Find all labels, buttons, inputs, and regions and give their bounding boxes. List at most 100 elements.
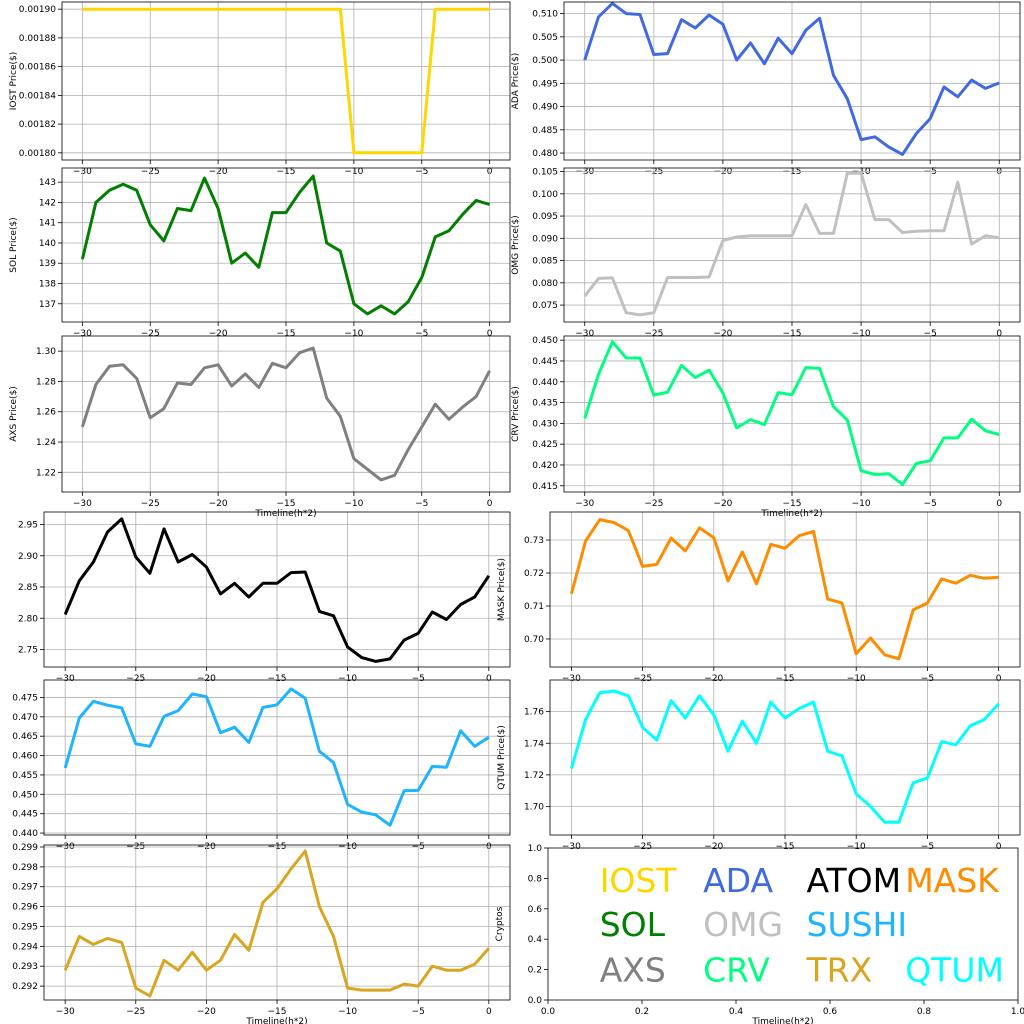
y-tick-label: 0.445: [12, 810, 38, 820]
y-axis-label: ADA Price($): [511, 53, 521, 110]
x-tick-label: −10: [344, 329, 363, 339]
x-axis-label: Timeline(h*2): [245, 1017, 307, 1024]
y-tick-label: 0.296: [12, 903, 38, 913]
legend-label-axs: AXS: [600, 951, 666, 990]
y-tick-label: 0.71: [524, 602, 544, 612]
x-tick-label: 0: [487, 329, 493, 339]
x-axis-label: Timeline(h*2): [760, 509, 822, 519]
x-tick-label: 0: [486, 1007, 492, 1017]
x-tick-label: −20: [209, 329, 228, 339]
x-tick-label: 1.0: [1011, 1007, 1024, 1017]
y-tick-label: 0.294: [12, 942, 38, 952]
y-tick-label: 143: [39, 178, 56, 188]
x-axis-label: Timeline(h*2): [254, 509, 316, 519]
legend-subplot: 0.0 0.2 0.4 0.6 0.8 1.0 0.0 0.2 0.4 0.6 0.8 1.0 IOST…: [495, 844, 1024, 1024]
x-tick-label: −30: [73, 329, 92, 339]
y-tick-label: 2.80: [18, 614, 38, 624]
y-tick-label: 0.450: [12, 790, 38, 800]
y-tick-label: 141: [39, 219, 56, 229]
legend-label-trx: TRX: [806, 951, 873, 990]
trx-subplot: −30 −25 −20 −15 −10 −5 0 0.292 0.293 0.294 0.295 0.…: [0, 843, 511, 1024]
y-axis-label: QTUM Price($): [497, 725, 507, 790]
y-tick-label: 2.85: [18, 583, 38, 593]
y-tick-label: 0.00184: [19, 91, 56, 101]
x-tick-label: −30: [56, 1007, 75, 1017]
omg-subplot: −30 −25 −20 −15 −10 −5 0 0.075 0.080 0.085 0.090 0.…: [511, 168, 1021, 339]
y-tick-label: 138: [39, 280, 56, 290]
y-tick-label: 0.510: [532, 10, 558, 20]
y-tick-label: 0.495: [532, 79, 558, 89]
axes-frame: [43, 679, 511, 836]
axes-frame: [61, 335, 511, 493]
x-tick-label: −5: [415, 329, 428, 339]
y-tick-label: 1.74: [524, 739, 544, 749]
axes-frame: [563, 335, 1021, 493]
ada-subplot: −30−25−20−15−10−500.4800.4850.4900.4950.…: [511, 1, 1021, 177]
y-tick-label: 1.0: [528, 844, 543, 854]
x-tick-label: 0: [996, 842, 1002, 852]
y-tick-label: 1.28: [36, 377, 56, 387]
x-tick-label: −15: [277, 329, 296, 339]
crv-price-line: [583, 340, 1000, 486]
legend-label-sol: SOL: [600, 905, 666, 944]
y-tick-label: 1.72: [524, 771, 544, 781]
y-axis-label: AXS Price($): [9, 386, 19, 442]
y-tick-label: 0.295: [12, 922, 38, 932]
y-tick-label: 1.26: [36, 408, 56, 418]
legend-label-sushi: SUSHI: [807, 905, 908, 944]
legend-label-crv: CRV: [703, 951, 770, 990]
axs-subplot: −30 −25 −20 −15 −10 −5 0 1.22 1.24 1.26 1.28 1.30 AX…: [9, 335, 511, 519]
y-tick-label: 0.460: [12, 752, 38, 762]
x-tick-label: −25: [633, 674, 652, 684]
y-tick-label: 0.8: [528, 874, 543, 884]
qtum-subplot: −30 −25 −20 −15 −10 −5 0 1.70 1.72 1.74 1.76 QTUM P…: [497, 679, 1021, 852]
x-tick-label: −15: [268, 674, 287, 684]
y-tick-label: 0.100: [532, 190, 558, 200]
y-tick-label: 2.75: [18, 646, 38, 656]
y-tick-label: 0.4: [528, 935, 543, 945]
x-tick-label: 0.4: [729, 1007, 744, 1017]
x-tick-label: −5: [924, 499, 937, 509]
y-tick-label: 0.2: [528, 966, 542, 976]
y-axis-label: ATOM Price($): [0, 558, 1, 621]
y-tick-label: 0.00180: [19, 149, 56, 159]
x-tick-label: −30: [575, 499, 594, 509]
y-tick-label: 0.095: [532, 212, 558, 222]
x-tick-label: −15: [783, 329, 802, 339]
y-tick-label: 0.73: [524, 536, 544, 546]
x-tick-label: 0.6: [823, 1007, 838, 1017]
x-tick-label: −15: [776, 842, 795, 852]
axes-frame: [43, 844, 511, 1001]
x-tick-label: 0.2: [635, 1007, 649, 1017]
x-tick-label: −5: [412, 674, 425, 684]
y-tick-label: 0.430: [532, 419, 558, 429]
atom-subplot: −30 −25 −20 −15 −10 −5 0 2.75 2.80 2.85 2.90 2.95 AT…: [0, 511, 511, 684]
axes-frame: [563, 1, 1021, 161]
x-tick-label: −5: [415, 499, 428, 509]
x-tick-label: 0: [486, 674, 492, 684]
x-tick-label: −15: [776, 674, 795, 684]
axes-frame: [61, 167, 511, 323]
axes-frame: [549, 679, 1021, 836]
x-tick-label: −20: [209, 499, 228, 509]
x-tick-label: 0: [996, 674, 1002, 684]
y-tick-label: 1.70: [524, 803, 544, 813]
y-tick-label: 140: [39, 239, 56, 249]
x-tick-label: −25: [644, 499, 663, 509]
x-tick-label: −10: [847, 674, 866, 684]
y-tick-label: 0.090: [532, 234, 558, 244]
y-tick-label: 0.425: [532, 440, 558, 450]
y-tick-label: 0.00188: [19, 34, 56, 44]
y-tick-label: 0.0: [528, 996, 543, 1006]
y-tick-label: 0.420: [532, 461, 558, 471]
x-tick-label: −25: [141, 329, 160, 339]
x-tick-label: −20: [197, 674, 216, 684]
y-tick-label: 0.435: [532, 399, 558, 409]
x-tick-label: −5: [924, 329, 937, 339]
x-tick-label: −10: [338, 1007, 357, 1017]
x-tick-label: −15: [268, 1007, 287, 1017]
y-tick-label: 142: [39, 198, 56, 208]
iost-price-line: [82, 7, 490, 155]
x-tick-label: −30: [56, 674, 75, 684]
